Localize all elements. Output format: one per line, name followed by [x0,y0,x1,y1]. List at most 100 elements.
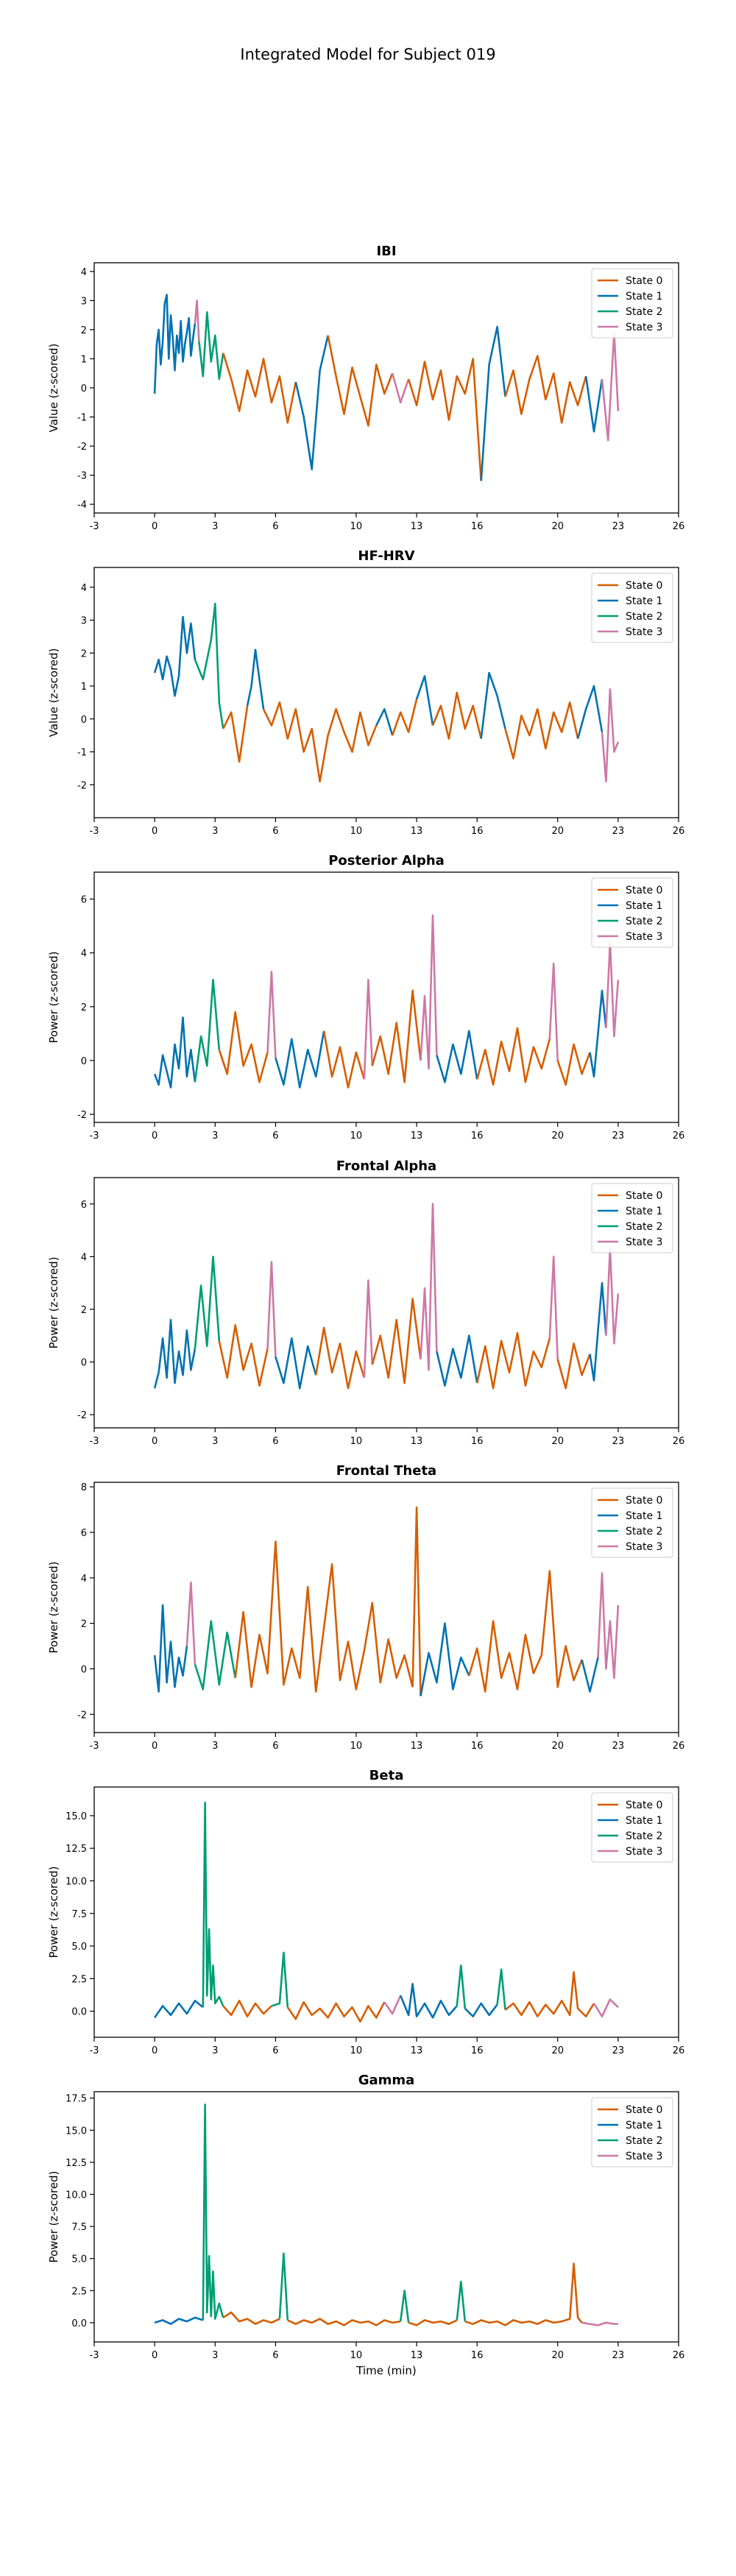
legend-label: State 0 [626,1800,662,1811]
y-tick-label: 1 [81,354,87,365]
series-line-state-1 [480,671,506,739]
series-line-state-0 [218,1011,269,1083]
y-axis-label: Power (z-scored) [47,1257,60,1349]
chart-title: HF-HRV [358,548,414,564]
legend-box [591,1487,673,1558]
legend-label: State 1 [626,1815,662,1827]
series-line-state-0 [371,1298,422,1384]
series-line-state-1 [153,615,197,697]
series-line-state-2 [496,1968,506,2010]
series-line-state-2 [456,1964,467,2009]
x-tick-label: 16 [471,826,484,837]
series-line-state-0 [408,2319,458,2326]
series-group [153,1506,620,1696]
y-tick-label: 2 [81,1002,87,1013]
series-line-state-0 [556,1043,591,1086]
x-tick-label: 16 [471,1741,484,1752]
legend-label: State 1 [626,291,662,302]
x-tick-label: 16 [471,521,484,532]
series-line-state-3 [601,688,620,783]
x-tick-label: 6 [272,1741,278,1752]
x-axis-label: Time (min) [355,2364,416,2377]
axes-frame [93,567,679,818]
x-tick-label: 3 [212,1130,218,1142]
legend-label: State 1 [626,2120,662,2131]
series-line-state-3 [581,2321,618,2326]
series-line-state-0 [411,1506,422,1696]
series-line-state-2 [399,2290,410,2323]
x-tick-label: 6 [272,1130,278,1142]
x-tick-label: 13 [411,521,423,532]
legend-label: State 0 [626,1190,662,1202]
series-line-state-0 [464,2262,583,2326]
chart-title: IBI [376,244,396,259]
legend-label: State 0 [626,2104,662,2116]
x-tick-label: 6 [272,521,278,532]
x-tick-label: 23 [612,2350,625,2361]
figure-title: Integrated Model for Subject 019 [240,46,496,63]
x-tick-label: 16 [471,1436,484,1447]
series-line-state-0 [322,1030,366,1089]
series-line-state-0 [222,2311,280,2325]
y-tick-label: 12.5 [66,1844,87,1855]
chart-title: Posterior Alpha [328,853,445,868]
series-line-state-1 [275,1337,317,1390]
series-line-state-1 [589,1281,607,1381]
legend-label: State 0 [626,580,662,592]
y-axis-label: Power (z-scored) [47,2171,60,2263]
y-axis-label: Value (z-scored) [47,344,60,433]
series-line-state-0 [222,2000,272,2017]
x-tick-label: 0 [152,826,158,837]
series-line-state-0 [431,691,482,740]
chart-panel: Beta Power (z-scored) -3 0 3 6 10 13 16 20 23 26 0.0… [47,1768,684,2056]
y-tick-label: 0.0 [71,2318,87,2329]
series-line-state-3 [391,372,410,404]
series-line-state-3 [605,1248,620,1345]
y-tick-label: 6 [81,895,87,906]
legend-label: State 2 [626,611,662,623]
legend-label: State 2 [626,1526,662,1538]
legend: State 0 State 1 State 2 State 3 [591,268,673,339]
legend-box [591,268,673,339]
series-line-state-1 [154,2000,204,2019]
legend-label: State 1 [626,1206,662,1217]
series-line-state-2 [271,1951,289,2008]
y-tick-label: 4 [81,1574,87,1585]
series-line-state-2 [198,311,224,381]
series-line-state-3 [601,331,620,442]
legend: State 0 State 1 State 2 State 3 [591,1183,673,1253]
y-tick-label: 4 [81,949,87,960]
y-axis-label: Value (z-scored) [47,648,60,737]
y-tick-label: 0.0 [71,2007,87,2018]
series-line-state-0 [391,698,418,736]
y-tick-label: 3 [81,616,87,627]
y-tick-label: 10.0 [66,2190,87,2201]
y-tick-label: 17.5 [66,2094,87,2105]
legend-label: State 2 [626,2135,662,2147]
series-line-state-3 [363,978,374,1080]
y-tick-label: 2 [81,1305,87,1316]
y-tick-label: -2 [77,1110,87,1121]
series-line-state-0 [327,335,394,427]
y-tick-label: 15.0 [66,1811,87,1822]
series-line-state-0 [371,989,422,1083]
series-line-state-2 [456,2280,467,2322]
series-line-state-0 [222,705,249,763]
y-tick-label: 5.0 [71,2254,87,2265]
series-line-state-2 [278,2252,289,2321]
y-axis-label: Power (z-scored) [47,1866,60,1958]
series-line-state-0 [222,353,297,424]
x-tick-label: 16 [471,2350,484,2361]
series-line-state-1 [436,1030,478,1083]
legend-label: State 1 [626,900,662,912]
x-tick-label: 23 [612,826,625,837]
x-tick-label: 23 [612,2045,625,2056]
series-line-state-0 [468,1570,583,1693]
x-tick-label: 20 [551,826,564,837]
series-group [154,2103,618,2326]
series-line-state-1 [589,989,607,1078]
series-line-state-3 [194,300,200,342]
legend-label: State 0 [626,1495,662,1507]
